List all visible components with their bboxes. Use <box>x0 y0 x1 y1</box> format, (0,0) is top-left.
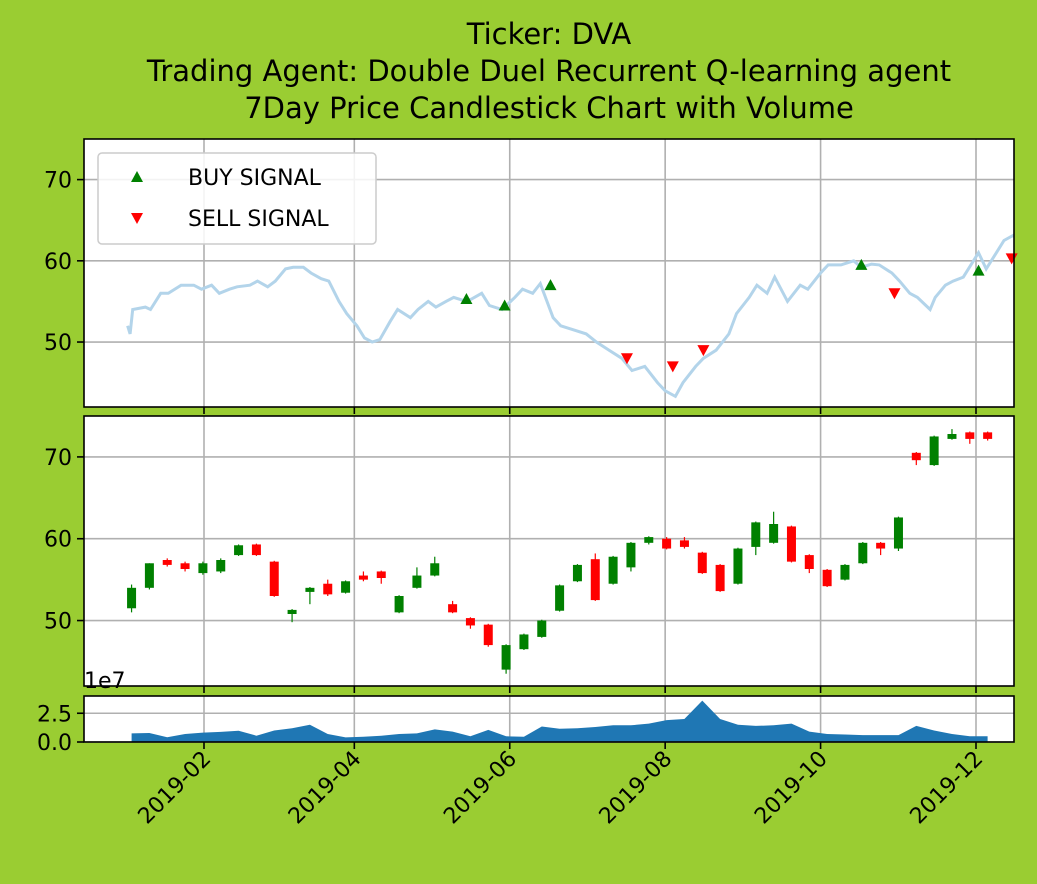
price-panel: 50 60 70 BUY SIGNAL SELL SIGNAL <box>44 138 1018 414</box>
candle-body <box>287 609 297 614</box>
x-tick-label: 2019-06 <box>439 747 522 830</box>
candle-body <box>180 563 190 569</box>
legend-label: SELL SIGNAL <box>188 207 329 232</box>
x-tick-label: 2019-10 <box>750 747 833 830</box>
candle-body <box>572 564 582 582</box>
buy-legend-marker <box>131 171 143 182</box>
buy-signal-marker <box>498 299 511 311</box>
legend-box <box>97 152 377 245</box>
candle-body <box>626 542 636 568</box>
legend: BUY SIGNAL SELL SIGNAL <box>97 152 377 245</box>
y-tick-label: 0.0 <box>37 731 72 756</box>
candle-body <box>822 569 832 587</box>
candle-body <box>555 585 565 611</box>
volume-panel: 0.0 2.5 1e7 <box>37 669 1015 756</box>
candle-body <box>144 563 154 588</box>
x-axis: 2019-02 2019-04 2019-06 2019-08 2019-10 2019-… <box>134 747 989 830</box>
candlestick-panel: 50 60 70 <box>44 415 1015 693</box>
candle-body <box>983 432 993 439</box>
candle-body <box>733 548 743 584</box>
title-line: 7Day Price Candlestick Chart with Volume <box>244 91 854 125</box>
price-border <box>83 138 1015 408</box>
candle-body <box>341 581 351 593</box>
y-tick-label: 70 <box>44 446 72 471</box>
candle-body <box>216 560 226 572</box>
title-line: Ticker: DVA <box>466 17 632 51</box>
candle-body <box>465 618 475 626</box>
candle-body <box>430 563 440 576</box>
volume-area <box>131 700 988 742</box>
candle-body <box>893 517 903 549</box>
sell-signal-marker <box>620 353 633 365</box>
y-tick-label: 60 <box>44 250 72 275</box>
candle-body <box>358 575 368 580</box>
candle-body <box>769 524 779 543</box>
candle-body <box>376 571 386 578</box>
candle-body <box>519 634 529 650</box>
buy-signal-marker <box>855 258 868 270</box>
y-tick-label: 60 <box>44 528 72 553</box>
candle-body <box>412 575 422 588</box>
sell-signal-marker <box>888 288 901 300</box>
candle-body <box>127 587 137 609</box>
title-line: Trading Agent: Double Duel Recurrent Q-l… <box>146 54 951 88</box>
candle-body <box>608 556 618 584</box>
buy-signal-marker <box>460 292 473 304</box>
candle-body <box>911 452 921 461</box>
candles-border <box>83 415 1015 687</box>
candle-body <box>305 587 315 592</box>
candle-body <box>947 434 957 439</box>
candle-body <box>269 561 279 596</box>
buy-signal-marker <box>972 264 985 276</box>
candle-body <box>840 564 850 580</box>
sell-signal-marker <box>666 361 679 373</box>
candle-body <box>644 537 654 543</box>
sell-signal-marker <box>697 345 710 357</box>
candle-body <box>501 645 511 670</box>
candle-body <box>590 559 600 601</box>
candle-body <box>537 620 547 637</box>
volume-offset-text: 1e7 <box>84 669 126 694</box>
candle-body <box>697 552 707 574</box>
y-tick-label: 50 <box>44 331 72 356</box>
y-tick-label: 50 <box>44 610 72 635</box>
candle-body <box>965 432 975 439</box>
sell-legend-marker <box>131 213 143 224</box>
volume-border <box>83 695 1015 743</box>
candle-body <box>679 540 689 547</box>
candle-body <box>251 544 261 556</box>
price-line <box>126 233 1014 399</box>
candle-body <box>448 604 458 613</box>
y-tick-label: 2.5 <box>37 702 72 727</box>
x-tick-label: 2019-04 <box>284 747 367 830</box>
candle-body <box>876 542 886 549</box>
buy-signal-marker <box>544 279 557 291</box>
y-tick-label: 70 <box>44 169 72 194</box>
candle-body <box>662 538 672 549</box>
x-tick-label: 2019-12 <box>906 747 989 830</box>
candle-body <box>804 555 814 569</box>
x-tick-label: 2019-02 <box>134 747 217 830</box>
candle-body <box>198 563 208 574</box>
candle-body <box>394 596 404 613</box>
candle-body <box>786 526 796 562</box>
candle-body <box>483 624 493 646</box>
x-tick-label: 2019-08 <box>595 747 678 830</box>
candle-body <box>929 436 939 466</box>
candle-body <box>751 522 761 547</box>
candle-body <box>858 542 868 564</box>
candle-body <box>323 583 333 595</box>
candle-body <box>715 564 725 592</box>
legend-label: BUY SIGNAL <box>188 166 322 191</box>
candle-body <box>234 545 244 556</box>
candle-body <box>162 560 172 565</box>
